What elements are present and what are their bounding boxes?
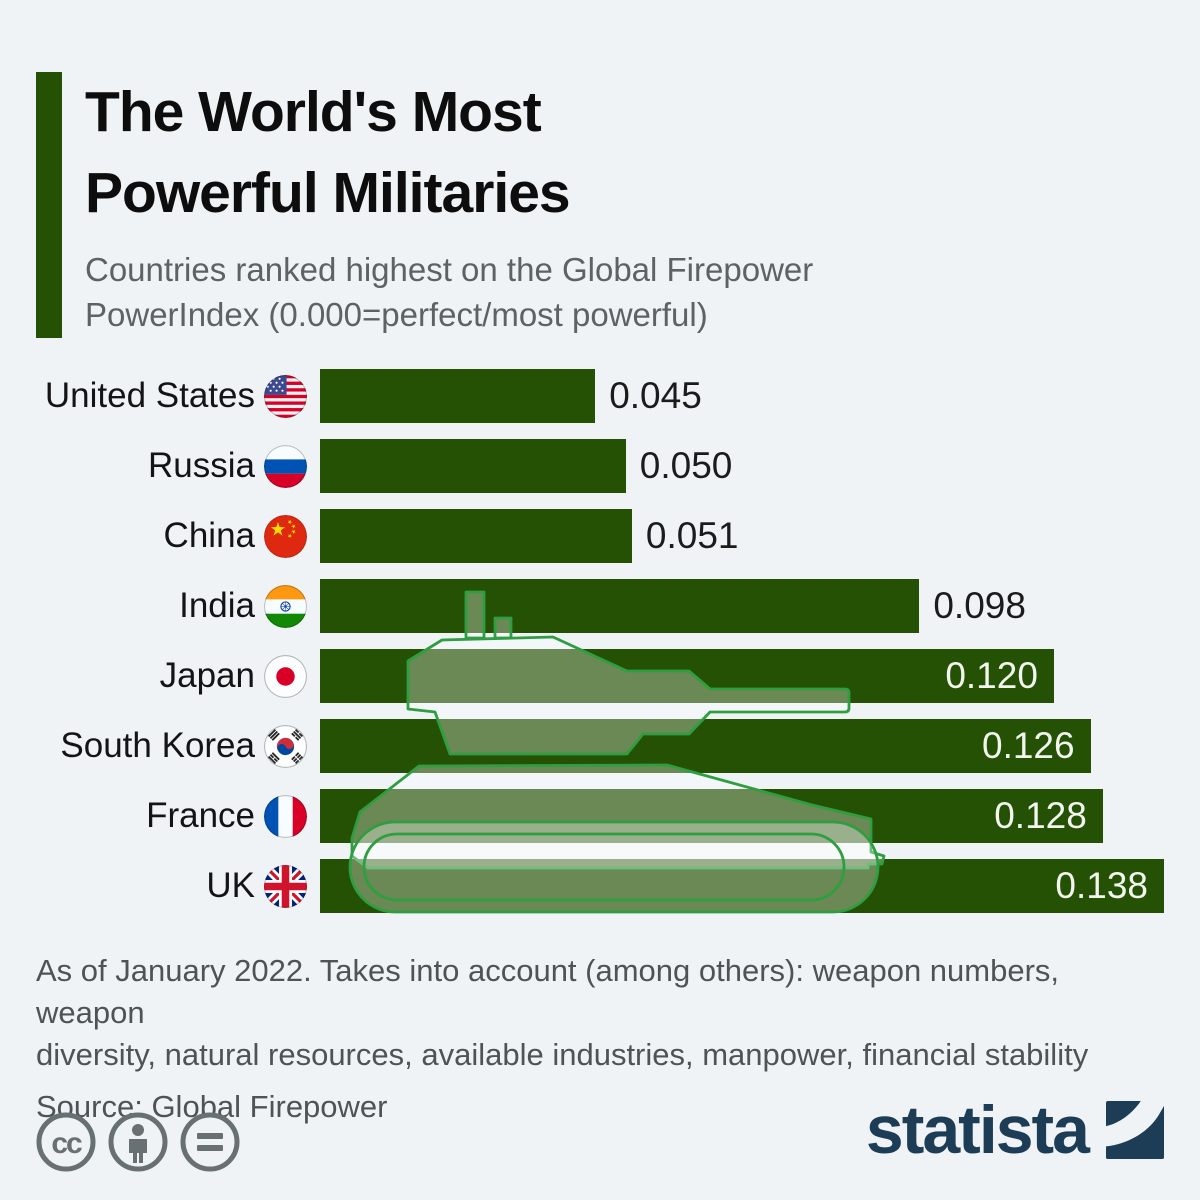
value-label: 0.051	[645, 515, 739, 556]
value-bar: 0.138	[320, 859, 1164, 913]
value-label: 0.126	[982, 725, 1075, 766]
chart-row: South Korea 0.126	[36, 719, 1164, 773]
chart-row: UK 0.138	[36, 859, 1164, 913]
value-bar: 0.120	[320, 649, 1054, 703]
country-label: South Korea	[60, 726, 255, 765]
flag-uk-icon	[264, 865, 307, 908]
flag-us-icon	[264, 375, 307, 418]
chart-row: India 0.098	[36, 579, 1164, 633]
value-label: 0.128	[994, 795, 1087, 836]
flag-in-icon	[264, 585, 307, 628]
cc-license-icons[interactable]: cc	[33, 1108, 273, 1176]
note-line-1: As of January 2022. Takes into account (…	[36, 953, 1060, 1031]
country-label: United States	[44, 376, 255, 415]
value-label: 0.098	[933, 585, 1026, 626]
country-label: China	[163, 516, 255, 555]
subtitle-line-1: Countries ranked highest on the Global F…	[85, 250, 814, 288]
value-label: 0.050	[639, 445, 733, 486]
statista-wordmark: statista	[865, 1092, 1090, 1168]
value-bar: 0.128	[320, 789, 1103, 843]
footnote: As of January 2022. Takes into account (…	[36, 950, 1164, 1129]
header-text: The World's Most Powerful Militaries Cou…	[85, 72, 813, 338]
svg-text:cc: cc	[51, 1127, 82, 1160]
attribution-icon	[108, 1112, 168, 1172]
chart-row: United States 0.045	[36, 369, 1164, 423]
country-label: France	[146, 796, 255, 835]
chart-row: France 0.128	[36, 789, 1164, 843]
country-label: UK	[206, 866, 255, 905]
page-title-line-2: Powerful Militaries	[85, 160, 571, 225]
bar-track: 0.128	[320, 789, 1164, 843]
value-label: 0.045	[609, 375, 702, 416]
bar-track: 0.120	[320, 649, 1164, 703]
flag-fr-icon	[264, 795, 307, 838]
chart-row: Russia 0.050	[36, 439, 1164, 493]
value-bar: 0.098	[320, 579, 1026, 633]
equals-icon	[180, 1112, 240, 1172]
flag-jp-icon	[264, 655, 307, 698]
note-line-2: diversity, natural resources, available …	[36, 1037, 1089, 1073]
value-bar: 0.045	[320, 369, 702, 423]
subtitle-line-2: PowerIndex (0.000=perfect/most powerful)	[85, 295, 708, 333]
chart-rows: United States 0.045 Russia 0.050 China 0…	[36, 369, 1164, 913]
bar-track: 0.138	[320, 859, 1164, 913]
chart-row: China 0.051	[36, 509, 1164, 563]
value-bar: 0.050	[320, 439, 732, 493]
country-label: Russia	[148, 446, 255, 485]
value-label: 0.138	[1055, 865, 1148, 906]
flag-kr-icon	[264, 725, 307, 768]
bar-chart: United States 0.045 Russia 0.050 China 0…	[36, 369, 1164, 929]
title-accent-bar	[36, 72, 62, 338]
value-bar: 0.126	[320, 719, 1091, 773]
bar-track: 0.098	[320, 579, 1164, 633]
value-label: 0.120	[945, 655, 1038, 696]
chart-subtitle: Countries ranked highest on the Global F…	[85, 248, 813, 338]
flag-ru-icon	[264, 445, 307, 488]
bar-track: 0.045	[320, 369, 1164, 423]
flag-cn-icon	[264, 515, 307, 558]
value-bar: 0.051	[320, 509, 739, 563]
header: The World's Most Powerful Militaries Cou…	[36, 72, 1164, 338]
page-title-line-1: The World's Most	[85, 80, 542, 144]
cc-icon	[36, 1112, 96, 1172]
bar-track: 0.051	[320, 509, 1164, 563]
bar-track: 0.050	[320, 439, 1164, 493]
statista-mark-icon	[1106, 1101, 1164, 1159]
source-line: Source: Global Firepower	[36, 1089, 388, 1125]
chart-row: Japan 0.120	[36, 649, 1164, 703]
country-label: Japan	[159, 656, 255, 695]
bar-track: 0.126	[320, 719, 1164, 773]
country-label: India	[179, 586, 255, 625]
statista-logo[interactable]: statista	[866, 1096, 1164, 1164]
